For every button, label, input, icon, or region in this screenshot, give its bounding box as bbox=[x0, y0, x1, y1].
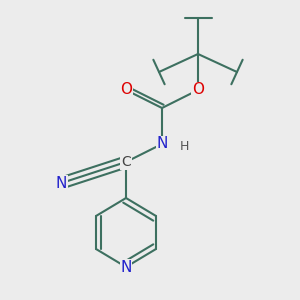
Text: N: N bbox=[156, 136, 168, 152]
Text: O: O bbox=[192, 82, 204, 98]
Text: N: N bbox=[120, 260, 132, 274]
Text: N: N bbox=[56, 176, 67, 190]
Text: O: O bbox=[120, 82, 132, 98]
Text: C: C bbox=[121, 155, 131, 169]
Text: H: H bbox=[180, 140, 189, 154]
